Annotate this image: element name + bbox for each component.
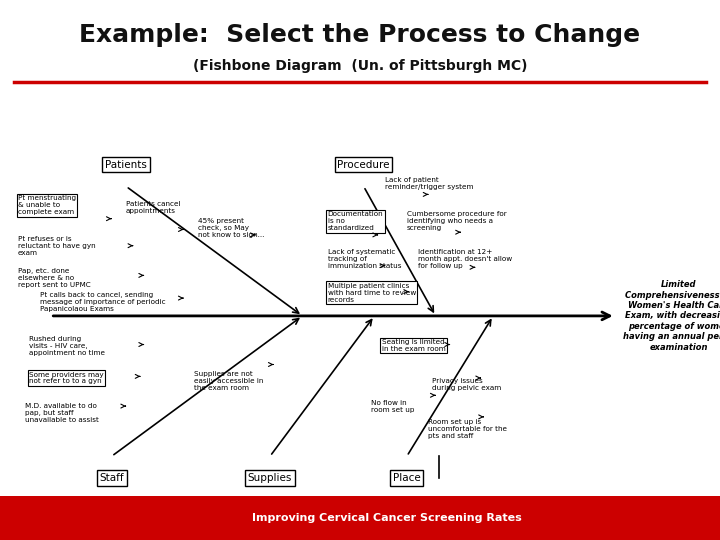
Text: Some providers may
not refer to to a gyn: Some providers may not refer to to a gyn [29,372,104,384]
Text: Identification at 12+
month appt. doesn't allow
for follow up: Identification at 12+ month appt. doesn'… [418,249,512,269]
Text: Lack of systematic
tracking of
immunization status: Lack of systematic tracking of immunizat… [328,249,401,269]
Text: Patients cancel
appointments: Patients cancel appointments [126,201,181,214]
FancyBboxPatch shape [0,496,720,540]
Text: (Fishbone Diagram  (Un. of Pittsburgh MC): (Fishbone Diagram (Un. of Pittsburgh MC) [193,59,527,73]
Text: Staff: Staff [99,473,124,483]
Text: Improving Cervical Cancer Screening Rates                                       : Improving Cervical Cancer Screening Rate… [252,513,720,523]
Text: Room set up is
uncomfortable for the
pts and staff: Room set up is uncomfortable for the pts… [428,419,508,440]
Text: No flow in
room set up: No flow in room set up [371,400,414,413]
Text: M.D. available to do
pap, but staff
unavailable to assist: M.D. available to do pap, but staff unav… [25,403,99,423]
Text: Pt menstruating
& unable to
complete exam: Pt menstruating & unable to complete exa… [18,195,76,215]
Text: Supplies: Supplies [248,473,292,483]
Text: Limited
Comprehensiveness of
Women's Health Care
Exam, with decreasing
percentag: Limited Comprehensiveness of Women's Hea… [623,280,720,352]
Text: Multiple patient clinics
with hard time to review
records: Multiple patient clinics with hard time … [328,282,416,303]
Text: Documentation
is no
standardized: Documentation is no standardized [328,211,383,232]
Text: Pt calls back to cancel, sending
message of importance of periodic
Papanicolaou : Pt calls back to cancel, sending message… [40,292,165,313]
Text: Privacy issues
during pelvic exam: Privacy issues during pelvic exam [432,378,501,391]
Text: Procedure: Procedure [338,160,390,170]
Text: Rushed during
visits - HIV care,
appointment no time: Rushed during visits - HIV care, appoint… [29,335,105,356]
Text: 45% present
check, so May
not know to sign...: 45% present check, so May not know to si… [198,218,264,238]
Text: Patients: Patients [105,160,147,170]
Text: Seating is limited
in the exam room: Seating is limited in the exam room [382,339,446,352]
Text: Supplies are not
easily accessible in
the exam room: Supplies are not easily accessible in th… [194,370,264,391]
Text: Lack of patient
reminder/trigger system: Lack of patient reminder/trigger system [385,177,474,190]
Text: Pt refuses or is
reluctant to have gyn
exam: Pt refuses or is reluctant to have gyn e… [18,235,96,256]
Text: Place: Place [393,473,420,483]
Text: Pap, etc. done
elsewhere & no
report sent to UPMC: Pap, etc. done elsewhere & no report sen… [18,268,91,288]
Text: Cumbersome procedure for
identifying who needs a
screening: Cumbersome procedure for identifying who… [407,211,507,232]
Text: Example:  Select the Process to Change: Example: Select the Process to Change [79,23,641,47]
